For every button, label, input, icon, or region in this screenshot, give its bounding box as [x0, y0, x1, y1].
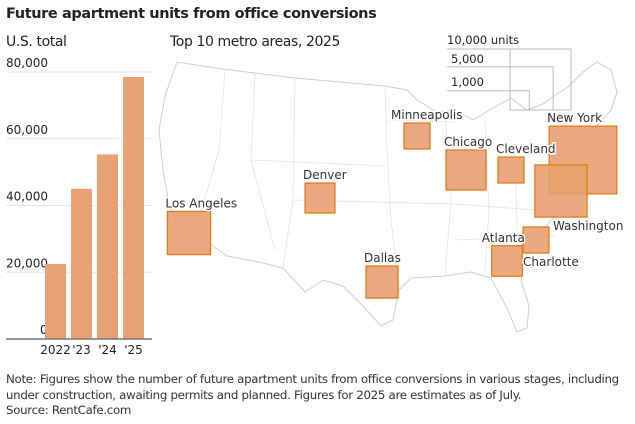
metro-label: New York	[547, 111, 602, 125]
metro-label: Cleveland	[496, 142, 556, 156]
metro-square-denver	[304, 182, 336, 214]
metro-label: Charlotte	[523, 255, 579, 269]
metro-square-washington	[534, 164, 588, 218]
metro-label: Dallas	[364, 251, 401, 265]
metro-square-atlanta	[491, 245, 523, 277]
metro-label: Atlanta	[482, 231, 525, 245]
metro-label: Denver	[303, 168, 347, 182]
x-tick-label: '25	[124, 343, 143, 357]
metro-square-chicago	[445, 149, 487, 191]
metro-label: Washington	[553, 219, 624, 233]
map-subtitle: Top 10 metro areas, 2025	[170, 34, 340, 50]
legend-square	[509, 66, 554, 111]
x-tick-label: '24	[98, 343, 117, 357]
metro-label: Minneapolis	[391, 108, 463, 122]
metro-square-charlotte	[522, 226, 550, 254]
x-tick-label: 2022	[40, 343, 71, 357]
us-map: 10,000 units 5,000 1,000 Los Angeles Denver…	[158, 33, 625, 333]
note-text: Note: Figures show the number of future …	[6, 372, 619, 402]
chart-title: Future apartment units from office conve…	[6, 6, 377, 22]
chart-note: Note: Figures show the number of future …	[6, 372, 631, 419]
bar-'23	[71, 188, 92, 339]
bar-'24	[97, 154, 118, 339]
legend-label: 10,000 units	[447, 33, 519, 47]
bar-'25	[123, 77, 144, 339]
metro-label: Chicago	[444, 135, 492, 149]
x-tick-label: '23	[72, 343, 91, 357]
bar-chart-subtitle: U.S. total	[6, 34, 67, 50]
y-tick-label: 0	[40, 323, 48, 337]
legend-square	[509, 90, 530, 111]
size-legend: 10,000 units 5,000 1,000	[447, 33, 572, 111]
metro-square-los-angeles	[166, 210, 212, 256]
bar-2022	[45, 263, 66, 339]
metro-square-cleveland	[497, 156, 525, 184]
metro-label: Los Angeles	[165, 196, 237, 210]
bar-chart: 0 20,000 40,000 60,000 80,000 2022'23 '24 '25	[6, 56, 152, 357]
y-tick-label: 60,000	[6, 123, 48, 137]
source-text: Source: RentCafe.com	[6, 403, 132, 417]
y-tick-label: 40,000	[6, 190, 48, 204]
metro-square-minneapolis	[403, 122, 431, 150]
legend-label: 1,000	[451, 75, 484, 89]
y-tick-label: 80,000	[6, 56, 48, 70]
y-tick-label: 20,000	[6, 256, 48, 270]
metro-squares: Los Angeles Denver Dallas Minneapolis Chicag…	[164, 107, 625, 299]
legend-label: 5,000	[451, 52, 484, 66]
metro-square-dallas	[365, 265, 399, 299]
